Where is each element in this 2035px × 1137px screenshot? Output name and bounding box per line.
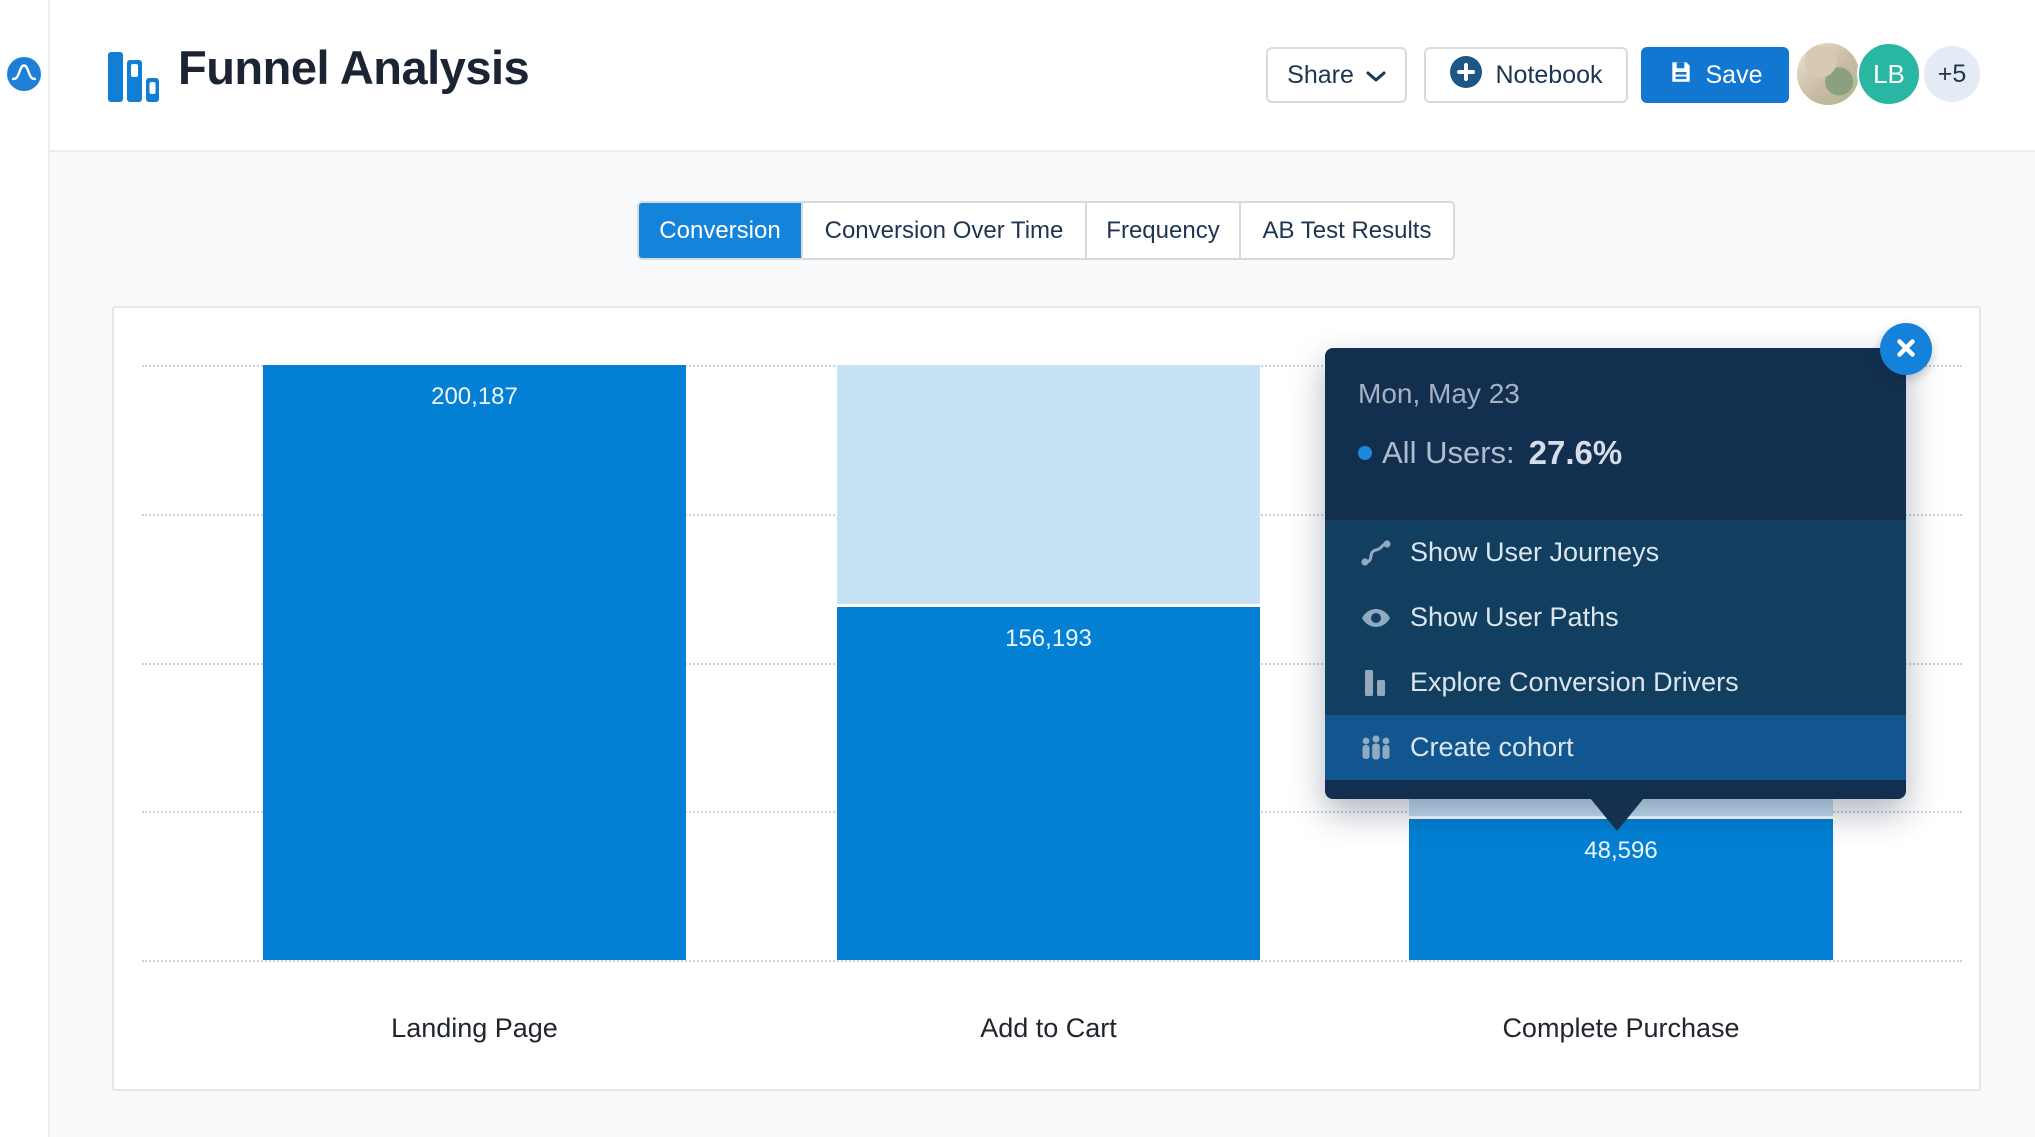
top-bar: Funnel Analysis Share Notebook [50,0,2035,152]
tab-frequency[interactable]: Frequency [1087,203,1241,258]
funnel-bars-icon [108,44,160,109]
avatar-overflow-badge[interactable]: +5 [1922,44,1982,104]
view-tabs: Conversion Conversion Over Time Frequenc… [637,201,1455,260]
funnel-bar-converted: 48,596 [1409,819,1833,960]
gridline [142,960,1962,962]
category-label: Complete Purchase [1502,1012,1740,1043]
share-button-label: Share [1287,60,1354,89]
funnel-bar-converted: 200,187 [263,365,686,960]
tab-conversion[interactable]: Conversion [639,203,803,258]
cohort-icon [1358,734,1394,762]
category-label: Landing Page [391,1012,558,1043]
save-floppy-icon [1668,59,1694,92]
tooltip-date: Mon, May 23 [1358,378,1520,409]
funnel-bar[interactable]: 156,193 [837,308,1260,960]
journeys-icon [1358,539,1394,567]
page-title: Funnel Analysis [178,41,530,94]
menu-item-show-user-paths[interactable]: Show User Paths [1325,585,1906,650]
menu-item-explore-conversion-drivers[interactable]: Explore Conversion Drivers [1325,650,1906,715]
notebook-button-label: Notebook [1495,60,1603,89]
tab-ab-test-results[interactable]: AB Test Results [1241,203,1453,258]
save-button[interactable]: Save [1641,47,1789,103]
funnel-bar-remainder [837,365,1260,604]
save-button-label: Save [1705,60,1763,89]
bar-value-label: 48,596 [1584,837,1658,864]
plus-circle-icon [1449,55,1483,96]
avatar-overflow-count: +5 [1937,59,1967,88]
menu-item-create-cohort[interactable]: Create cohort [1325,715,1906,780]
tooltip-conversion-value: 27.6% [1528,434,1623,471]
avatar[interactable] [1795,41,1861,107]
amplitude-logo-icon[interactable] [6,56,42,92]
avatar-initials: LB [1873,58,1905,89]
category-label: Add to Cart [980,1012,1117,1043]
tooltip-menu: Show User Journeys Show User Paths Explo… [1325,520,1906,780]
datapoint-tooltip: Mon, May 23 All Users: 27.6% Show User J… [1325,348,1906,799]
chevron-down-icon [1366,61,1386,90]
menu-item-label: Show User Journeys [1410,537,1660,567]
funnel-bar[interactable]: 200,187 [263,308,686,960]
funnel-bar-converted: 156,193 [837,607,1260,960]
notebook-button[interactable]: Notebook [1424,47,1628,103]
avatar[interactable]: LB [1857,42,1921,106]
bar-value-label: 200,187 [431,383,518,410]
tooltip-close-button[interactable] [1880,323,1932,375]
menu-item-label: Show User Paths [1410,602,1619,632]
tab-conversion-over-time[interactable]: Conversion Over Time [803,203,1087,258]
menu-item-show-user-journeys[interactable]: Show User Journeys [1325,520,1906,585]
series-dot-icon [1358,446,1372,460]
menu-item-label: Explore Conversion Drivers [1410,667,1739,697]
menu-item-label: Create cohort [1410,732,1574,762]
tooltip-arrow [1590,798,1644,831]
sidebar [0,0,50,1137]
bar-chart-icon [1358,668,1394,698]
bar-value-label: 156,193 [1005,625,1092,652]
eye-icon [1358,606,1394,630]
tooltip-series-label: All Users: [1382,435,1515,470]
tooltip-header: Mon, May 23 All Users: 27.6% [1325,348,1906,520]
share-button[interactable]: Share [1266,47,1407,103]
x-icon [1895,337,1917,362]
